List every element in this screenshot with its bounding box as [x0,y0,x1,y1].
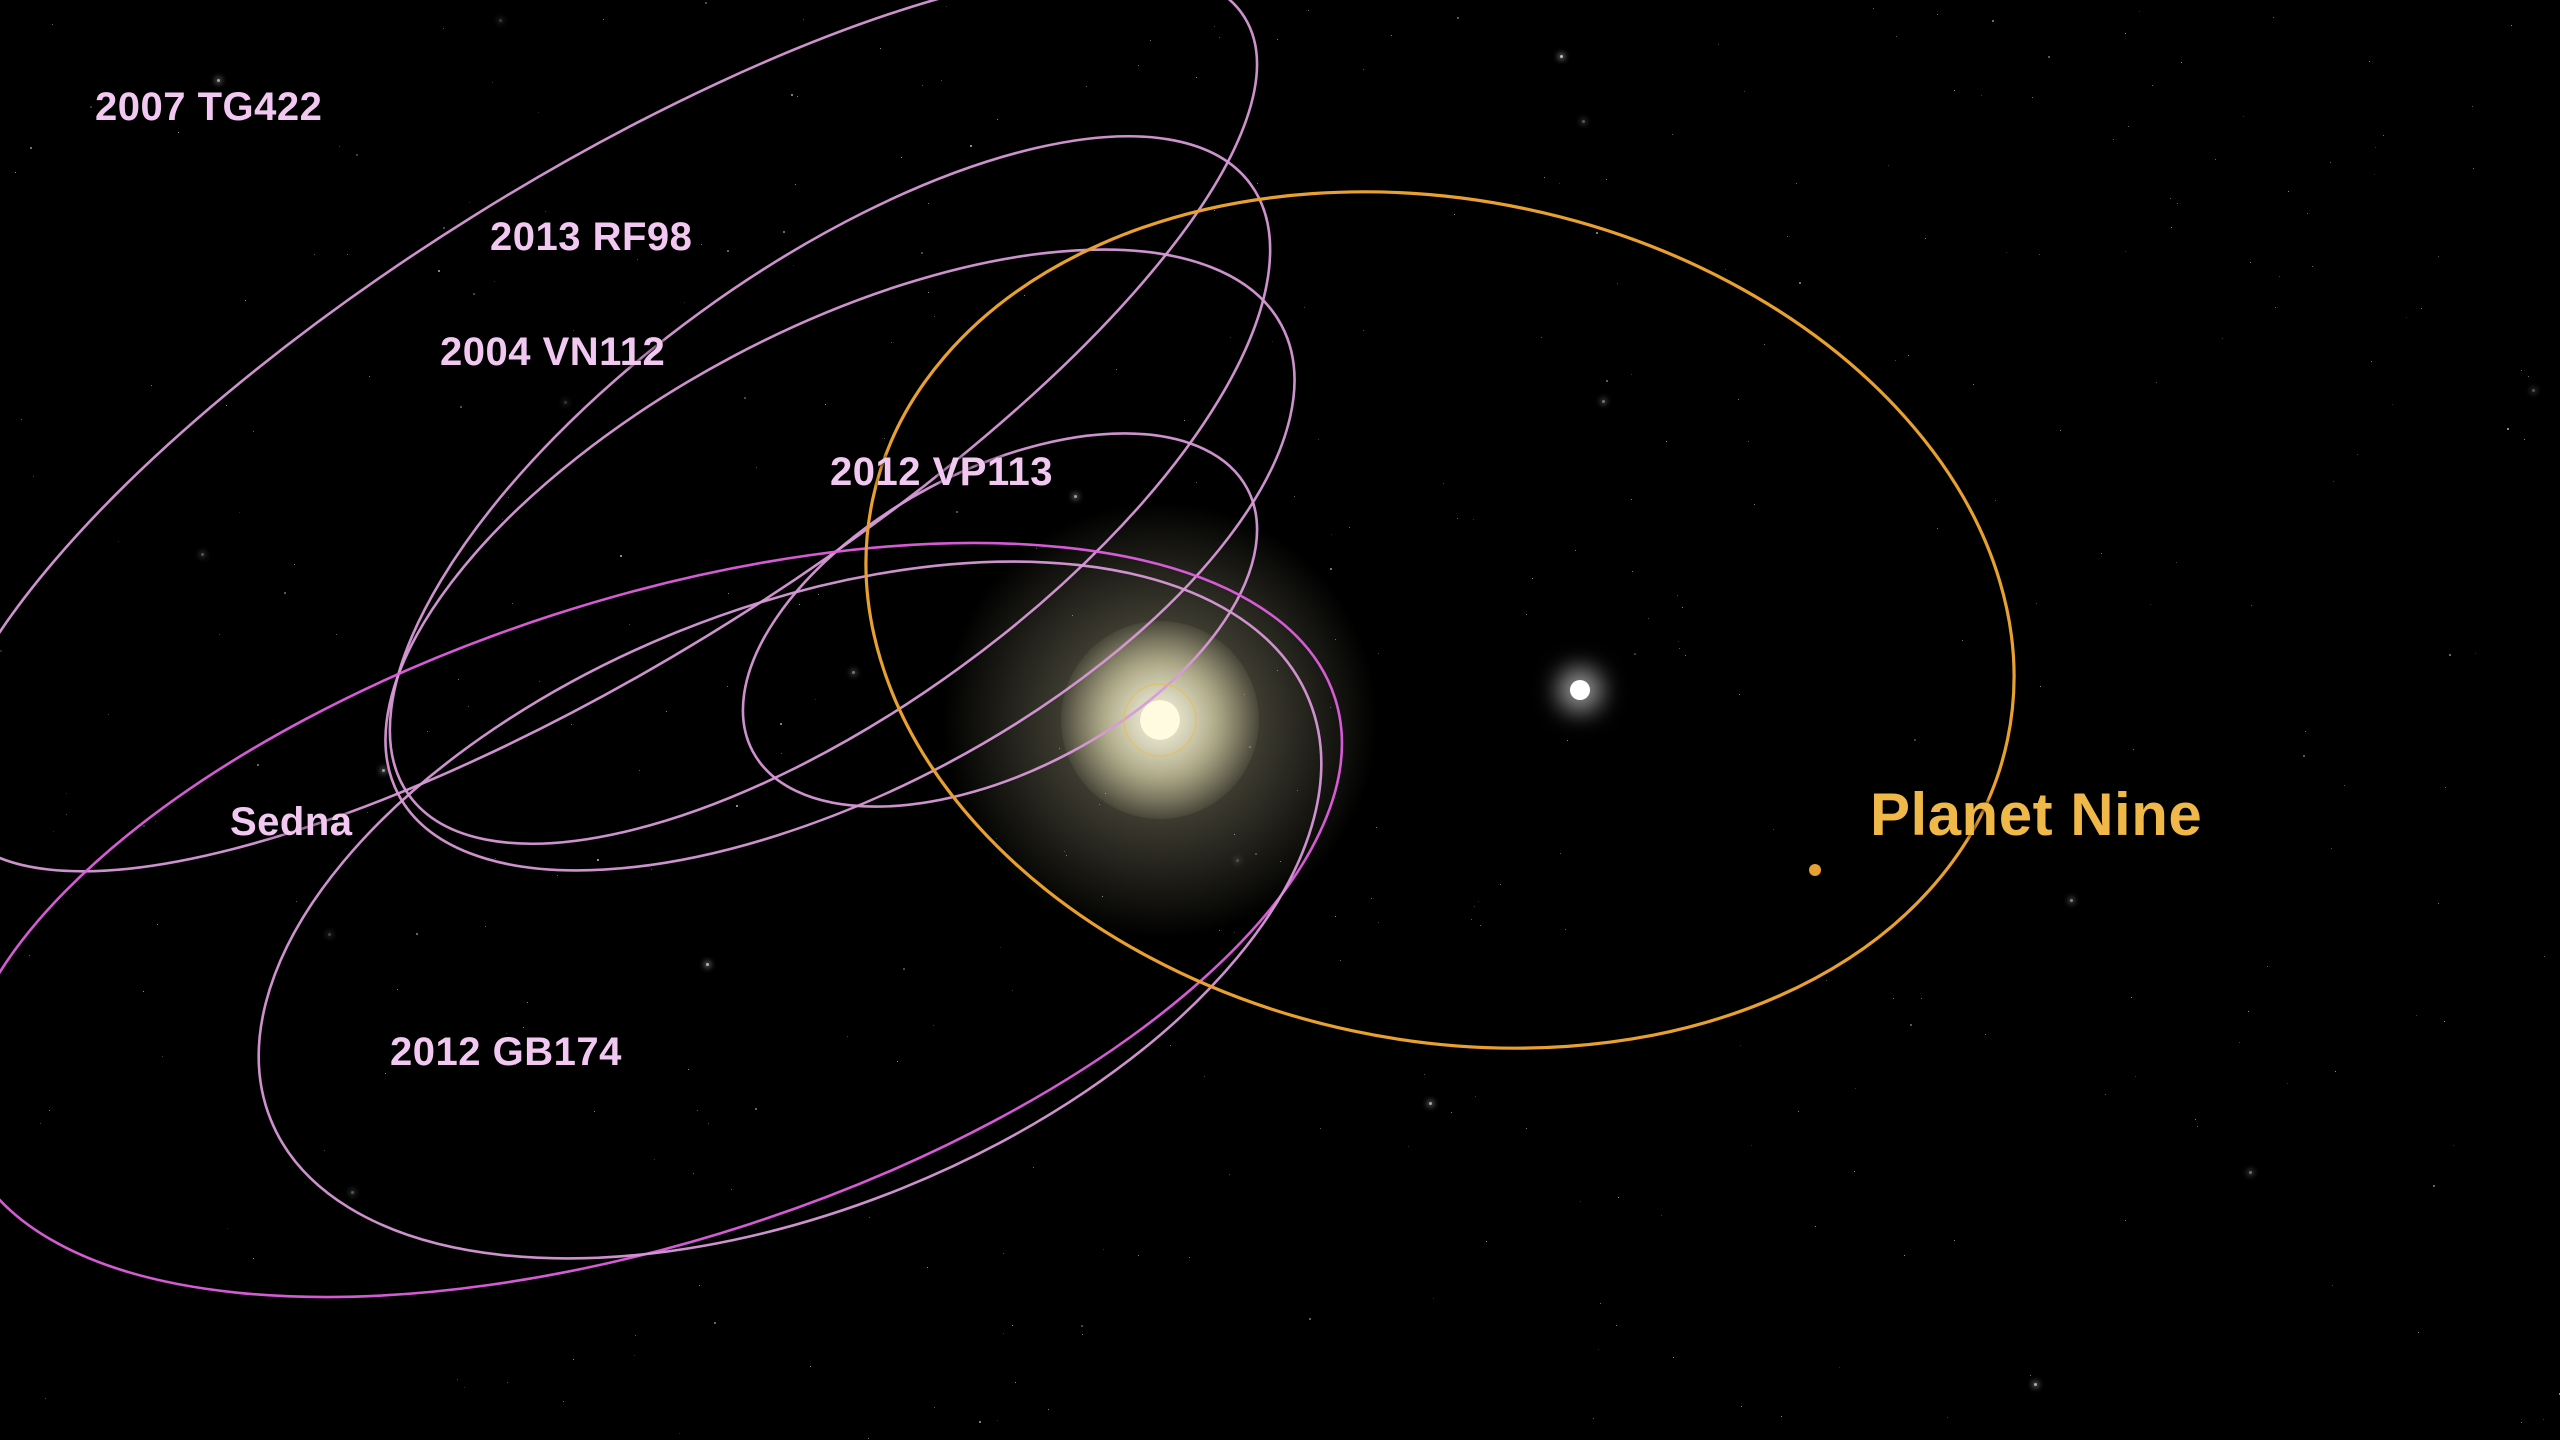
tno-label: 2012 GB174 [390,1030,622,1075]
planet-nine-body [1809,864,1821,876]
sun-core [1140,700,1180,740]
sun-group [1124,684,1196,756]
tno-orbit [158,422,1421,1398]
tno-label: Sedna [230,800,353,845]
orbital-diagram: Planet Nine 2007 TG422 2013 RF98 2004 VN112… [0,0,2560,1440]
planet-nine-label: Planet Nine [1870,780,2202,849]
planet-nine-orbit-group [785,89,2094,1152]
tno-orbit [682,356,1317,884]
tno-label: 2013 RF98 [490,215,692,260]
tno-orbits-group [0,0,1434,1440]
bright-star [1570,680,1590,700]
tno-label: 2004 VN112 [440,330,665,375]
tno-label: 2012 VP113 [830,450,1053,495]
tno-label: 2007 TG422 [95,85,322,130]
tno-orbit [0,0,1372,1026]
planet-nine-orbit [785,89,2094,1152]
orbits-svg [0,0,2560,1440]
